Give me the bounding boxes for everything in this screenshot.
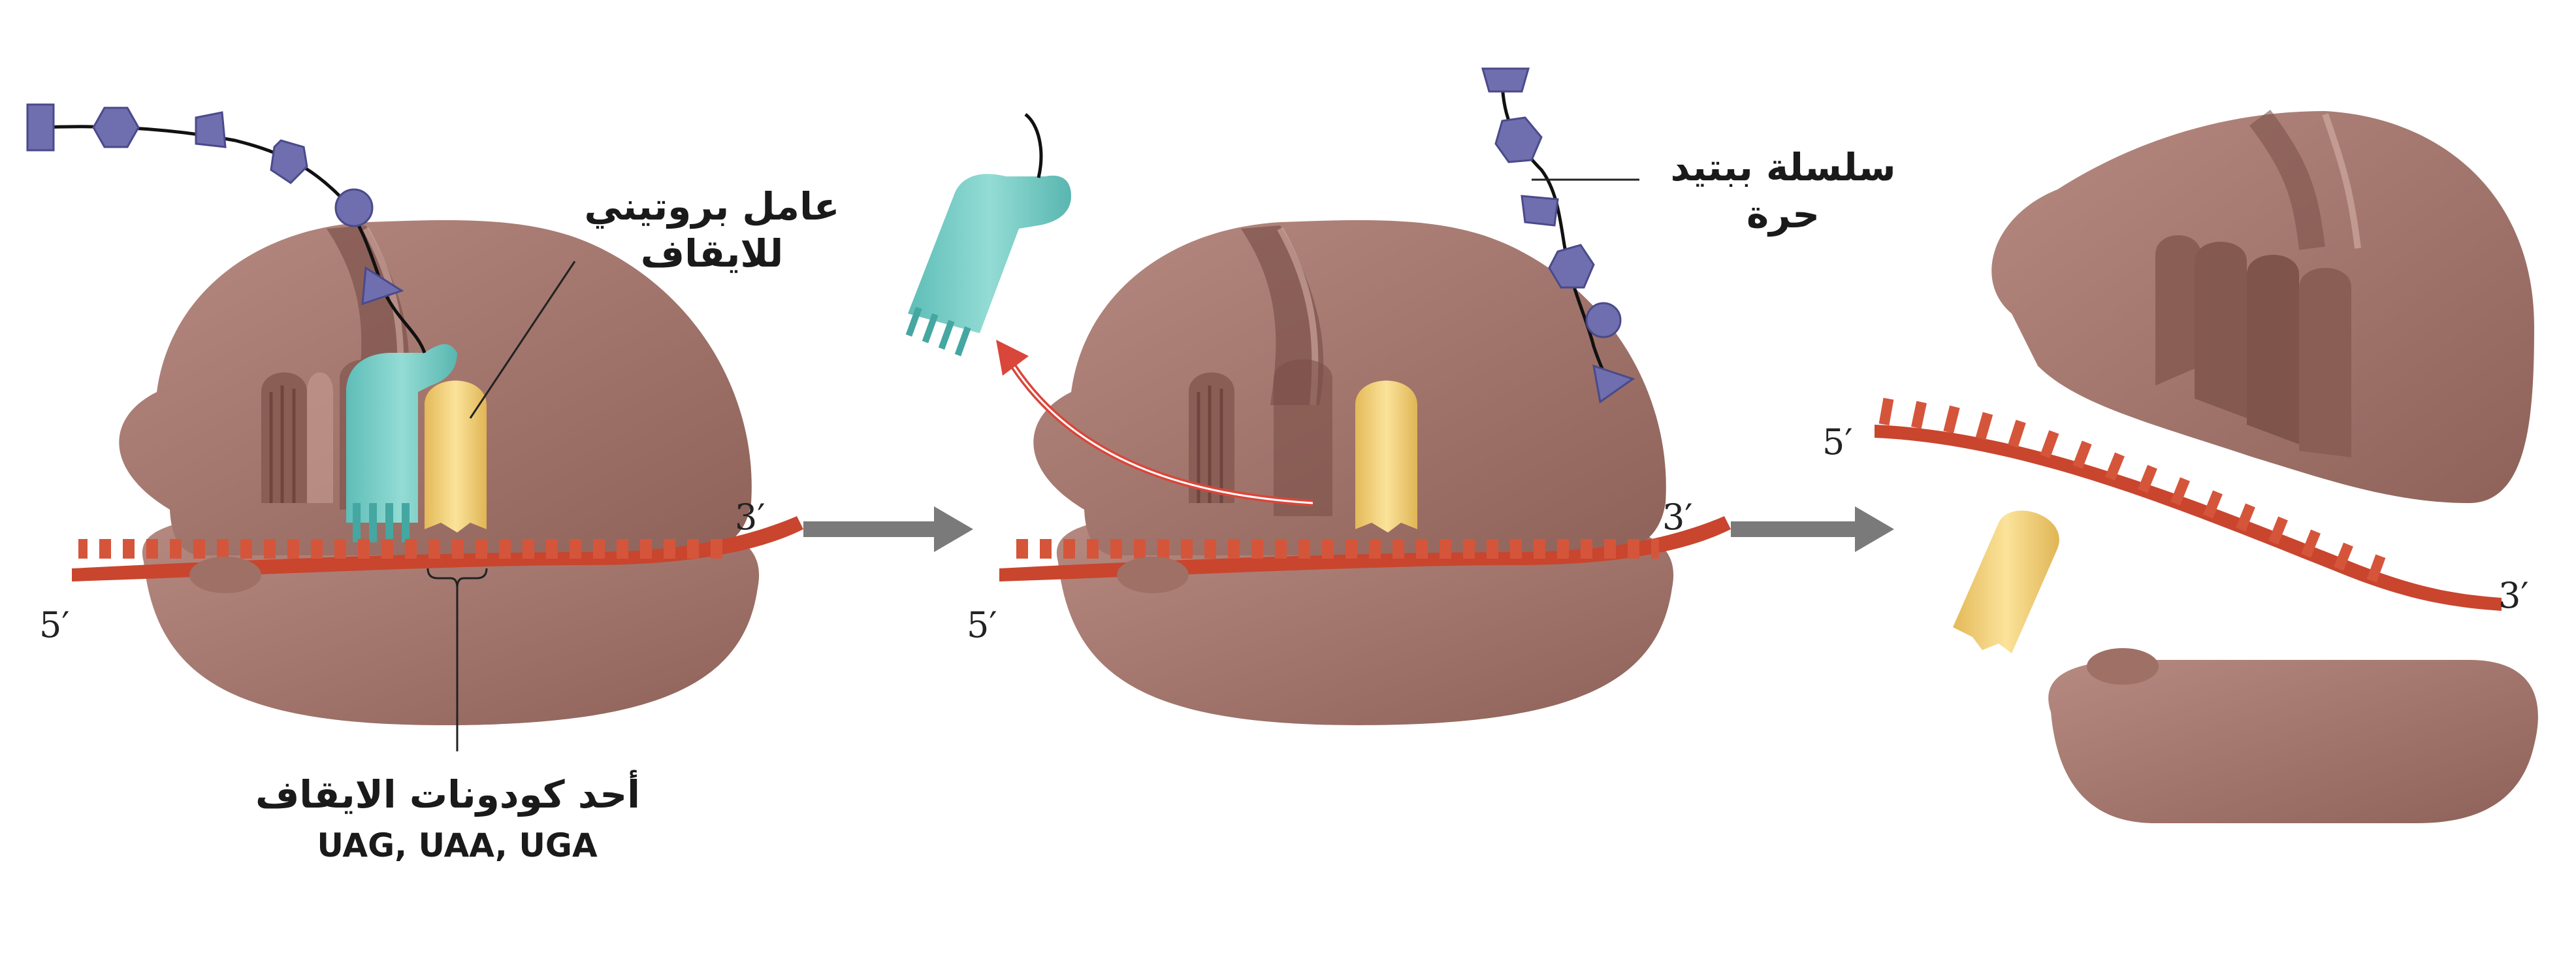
stop-codon-list: UAG, UAA, UGA xyxy=(317,826,598,864)
freed-trna xyxy=(1953,510,2059,653)
release-factor-freed xyxy=(905,113,1071,357)
right-arrow-icon xyxy=(803,506,973,552)
polypeptide-attached xyxy=(26,103,427,353)
release-factor-bound xyxy=(346,344,457,542)
five-prime-label-3: 5′ xyxy=(1822,421,1853,463)
release-factor-label-line2: للايقاف xyxy=(640,231,784,276)
free-polypeptide-label-line2: حرة xyxy=(1746,192,1820,237)
free-polypeptide xyxy=(1481,67,1635,404)
three-prime-label-2: 3′ xyxy=(1662,497,1693,538)
e-site xyxy=(1189,372,1234,503)
mrna-strand-3 xyxy=(1875,397,2502,611)
right-arrow-icon xyxy=(1731,506,1894,552)
free-polypeptide-label-line1: سلسلة ببتيد xyxy=(1670,145,1896,189)
e-site xyxy=(261,372,333,503)
five-prime-label-2: 5′ xyxy=(967,604,997,646)
release-factor-label: عامل بروتيني للايقاف xyxy=(575,183,849,277)
three-prime-label-3: 3′ xyxy=(2498,575,2529,616)
release-factor-label-line1: عامل بروتيني xyxy=(584,184,840,229)
panel-2-polypeptide-release xyxy=(905,67,1731,725)
a-site-trna xyxy=(1355,380,1417,532)
free-polypeptide-label: سلسلة ببتيد حرة xyxy=(1659,144,1907,238)
exit-arrow xyxy=(996,340,1313,506)
five-prime-label-1: 5′ xyxy=(39,604,70,646)
stop-codon-label: أحد كودونات الايقاف xyxy=(255,771,640,818)
small-subunit-separated xyxy=(2048,660,2538,823)
panel-1-release-factor-binding xyxy=(26,103,803,751)
three-prime-label-1: 3′ xyxy=(735,497,765,538)
a-site-trna xyxy=(425,380,487,532)
panel-3-ribosome-dissociation xyxy=(1875,110,2538,823)
stop-codon-title: أحد كودونات الايقاف xyxy=(255,772,640,817)
